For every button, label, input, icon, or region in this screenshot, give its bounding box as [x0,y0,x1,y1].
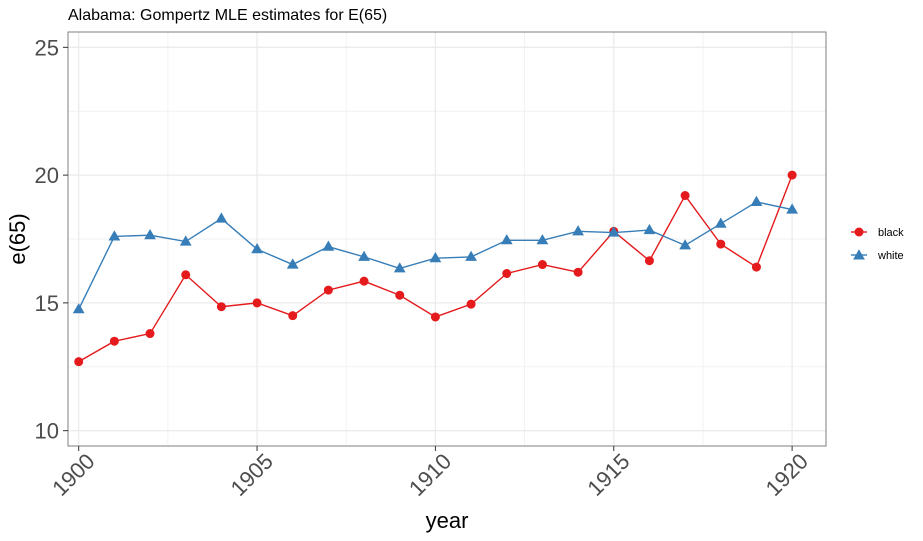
y-tick-label: 15 [35,291,59,316]
data-point-white [322,240,335,251]
series-black [74,170,797,367]
data-point-white [572,225,584,236]
legend-key-marker [854,227,864,237]
x-tick-label: 1900 [47,449,99,501]
legend-key-marker [853,249,865,260]
plot-panel-border [67,31,827,447]
data-point-white [750,195,763,206]
data-point-black [680,191,690,201]
data-point-black [716,239,726,249]
data-point-white [286,258,299,269]
x-tick-label: 1915 [582,449,634,501]
data-point-white [358,250,370,261]
data-point-white [679,239,691,250]
data-point-white [393,262,406,273]
data-point-black [252,298,262,308]
data-point-black [74,357,84,367]
data-point-black [644,256,654,266]
chart-title: Alabama: Gompertz MLE estimates for E(65… [68,7,387,24]
data-point-white [108,230,121,241]
x-tick-label: 1910 [404,449,456,501]
data-point-white [179,235,192,246]
data-point-white [144,228,156,240]
grid-lines [68,32,826,446]
data-point-black [288,311,298,321]
data-point-black [216,302,226,312]
data-point-white [215,212,228,223]
data-point-black [751,262,761,272]
data-point-white [536,234,549,245]
data-point-white [251,243,263,254]
data-point-black [466,299,476,309]
data-point-black [502,269,512,278]
series-layer [72,170,799,367]
data-point-black [395,290,405,300]
data-point-white [714,217,727,228]
data-point-black [323,285,333,295]
data-point-black [787,170,797,180]
data-point-black [359,276,369,286]
data-point-white [643,223,656,235]
y-tick-label: 20 [35,163,59,188]
data-point-white [72,303,85,314]
legend-label: white [877,250,904,262]
data-point-white [500,234,513,245]
x-tick-label: 1905 [226,449,278,501]
axis-tick-marks [63,46,793,451]
y-tick-label: 25 [35,35,59,60]
data-point-white [786,203,799,214]
x-tick-label: 1920 [761,449,813,501]
legend-item-black: black [851,227,904,239]
data-point-black [573,267,583,277]
y-axis-title: e(65) [5,213,30,264]
data-point-black [430,312,440,322]
x-axis-title: year [426,508,469,533]
y-tick-label: 10 [35,419,59,444]
legend-label: black [878,227,904,239]
data-point-black [109,336,119,346]
data-point-white [429,251,442,263]
data-point-black [537,260,547,270]
legend: black white [851,227,904,262]
data-point-black [145,329,155,339]
data-point-white [607,226,620,237]
data-point-white [465,250,477,261]
series-white [72,195,799,314]
data-point-black [181,270,191,280]
legend-item-white: white [851,249,904,262]
